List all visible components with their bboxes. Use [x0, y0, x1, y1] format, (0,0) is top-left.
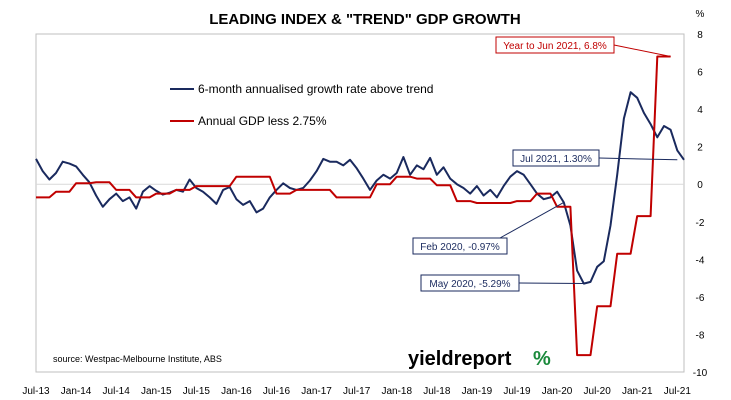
source-note: source: Westpac-Melbourne Institute, ABS [53, 354, 222, 364]
y-tick-label: -2 [696, 218, 705, 229]
legend-label-gdp: Annual GDP less 2.75% [198, 114, 327, 128]
y-tick-label: 4 [697, 105, 703, 116]
x-tick-label: Jul-21 [664, 386, 692, 397]
y-tick-label: 2 [697, 143, 703, 154]
legend: 6-month annualised growth rate above tre… [170, 82, 433, 128]
logo-text: yieldreport [408, 348, 512, 370]
x-tick-label: Jul-15 [183, 386, 211, 397]
annotation-label: Jul 2021, 1.30% [520, 154, 592, 165]
plot-area [35, 33, 685, 373]
x-tick-label: Jul-14 [103, 386, 131, 397]
y-tick-label: 8 [697, 30, 703, 41]
x-tick-label: Jul-19 [503, 386, 531, 397]
x-tick-label: Jan-18 [381, 386, 412, 397]
annotation-may20: May 2020, -5.29% [420, 274, 584, 292]
y-tick-label: -8 [696, 330, 705, 341]
x-tick-label: Jan-17 [301, 386, 332, 397]
x-tick-label: Jul-16 [263, 386, 291, 397]
x-tick-label: Jan-20 [542, 386, 573, 397]
y-tick-label: 6 [697, 68, 703, 79]
leading-index-line [35, 91, 685, 285]
y-tick-label: 0 [697, 180, 703, 191]
logo-percent-icon: % [533, 348, 551, 370]
annotation-jul21: Jul 2021, 1.30% [512, 149, 678, 167]
x-tick-label: Jan-21 [622, 386, 653, 397]
y-axis-ticks: 8 6 4 2 0 -2 -4 -6 -8 -10 [693, 30, 708, 379]
annotation-label: May 2020, -5.29% [429, 279, 510, 290]
x-tick-label: Jul-18 [423, 386, 451, 397]
annotation-label: Feb 2020, -0.97% [420, 242, 500, 253]
x-axis-ticks: Jul-13 Jan-14 Jul-14 Jan-15 Jul-15 Jan-16 Jul-… [22, 386, 691, 397]
x-tick-label: Jan-15 [141, 386, 172, 397]
y-tick-label: -6 [696, 293, 705, 304]
chart-title: LEADING INDEX & "TREND" GDP GROWTH [209, 11, 520, 28]
y-tick-label: -10 [693, 368, 708, 379]
yieldreport-logo: yieldreport % [408, 348, 551, 370]
annotation-jun21: Year to Jun 2021, 6.8% [495, 36, 671, 58]
legend-label-leading-index: 6-month annualised growth rate above tre… [198, 82, 433, 96]
annotation-label: Year to Jun 2021, 6.8% [503, 41, 607, 52]
x-tick-label: Jul-13 [22, 386, 50, 397]
y-tick-label: -4 [696, 255, 705, 266]
x-tick-label: Jan-14 [61, 386, 92, 397]
x-tick-label: Jan-16 [221, 386, 252, 397]
annotation-feb20: Feb 2020, -0.97% [412, 202, 564, 255]
y-axis-label: % [696, 9, 705, 20]
x-tick-label: Jan-19 [462, 386, 493, 397]
gdp-line [36, 55, 671, 357]
x-tick-label: Jul-20 [584, 386, 612, 397]
x-tick-label: Jul-17 [343, 386, 371, 397]
